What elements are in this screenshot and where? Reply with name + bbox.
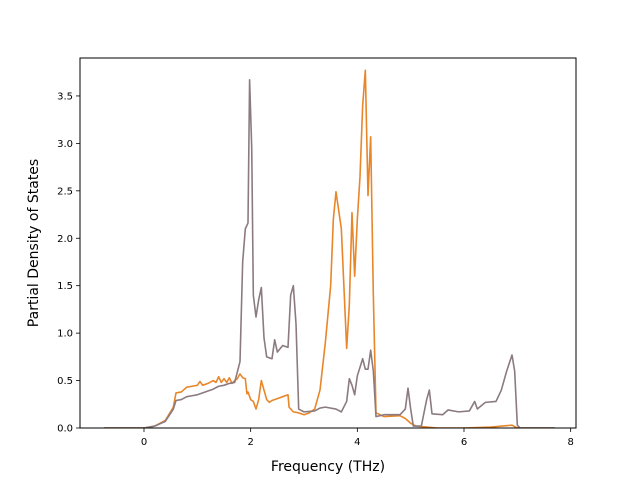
y-tick-label: 2.5	[57, 186, 73, 197]
x-tick-label: 0	[141, 437, 147, 448]
y-tick-label: 0.5	[57, 376, 73, 387]
x-tick-label: 8	[567, 437, 573, 448]
x-ticks: 0 2 4 6 8	[141, 428, 574, 448]
y-tick-label: 0.0	[57, 424, 73, 435]
y-tick-label: 1.0	[57, 329, 73, 340]
y-ticks: 0.0 0.5 1.0 1.5 2.0 2.5 3.0 3.5	[57, 91, 80, 435]
y-tick-label: 1.5	[57, 281, 73, 292]
x-tick-label: 4	[354, 437, 360, 448]
series-line-1	[104, 69, 555, 428]
x-tick-label: 2	[247, 437, 253, 448]
plot-frame	[79, 57, 577, 429]
y-tick-label: 2.0	[57, 234, 73, 245]
y-tick-label: 3.5	[57, 91, 73, 102]
y-axis-label: Partial Density of States	[26, 159, 42, 327]
x-axis-label: Frequency (THz)	[271, 459, 385, 475]
series-lines	[104, 69, 555, 428]
y-tick-label: 3.0	[57, 139, 73, 150]
series-line-2	[104, 79, 555, 428]
x-tick-label: 6	[461, 437, 467, 448]
